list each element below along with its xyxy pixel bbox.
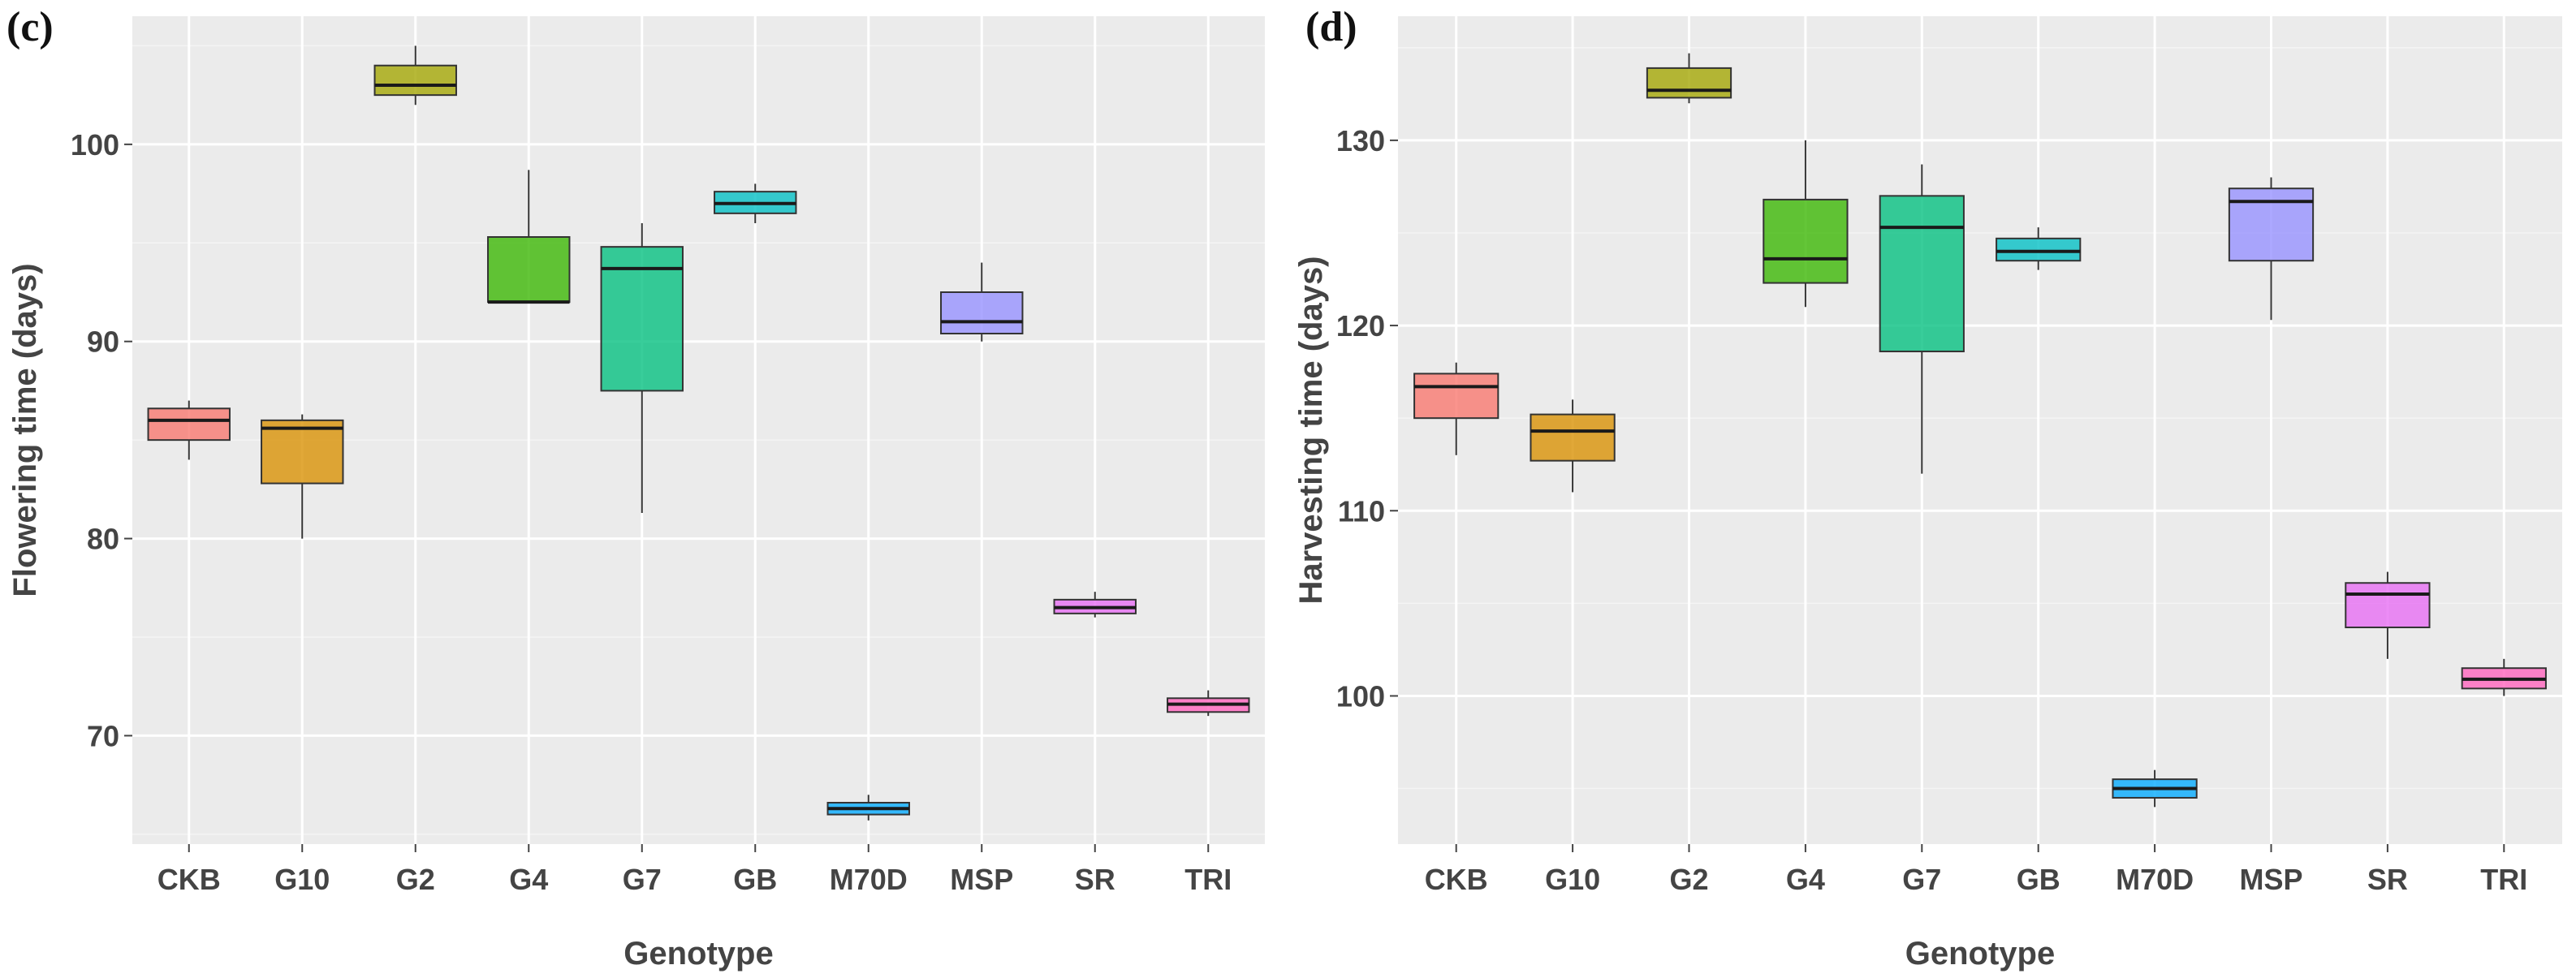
x-tick-label: G10 xyxy=(1545,863,1600,896)
box-g2 xyxy=(1646,53,1732,104)
x-tick-label: GB xyxy=(733,863,777,896)
x-tick-label: G2 xyxy=(1669,863,1708,896)
box-msp xyxy=(2228,177,2315,321)
box-iqr xyxy=(373,64,457,97)
x-tick-label: G7 xyxy=(1902,863,1941,896)
x-axis-title: Genotype xyxy=(1905,936,2055,972)
box-iqr xyxy=(1996,237,2082,262)
box-iqr xyxy=(1879,195,1965,353)
x-tick-label: G4 xyxy=(1786,863,1825,896)
y-tick-label: 80 xyxy=(87,523,119,556)
x-tick-label: G4 xyxy=(509,863,548,896)
box-g10 xyxy=(1530,399,1616,493)
box-iqr xyxy=(487,236,571,304)
x-tick-label: M70D xyxy=(830,863,908,896)
chart-panel-c: 70 80 90 100 CKB G10 G2 G4 G7 GB M70D MSP SR TRI Genot… xyxy=(6,4,1265,972)
box-iqr xyxy=(147,407,231,442)
y-tick-label: 100 xyxy=(1336,679,1385,713)
x-axis-title: Genotype xyxy=(624,936,773,972)
panel-label: (c) xyxy=(6,4,54,50)
box-iqr xyxy=(1530,413,1616,462)
box-gb xyxy=(714,183,797,223)
x-tick-label: GB xyxy=(2017,863,2060,896)
box-g2 xyxy=(373,45,457,106)
x-tick-label: M70D xyxy=(2116,863,2194,896)
box-iqr xyxy=(1646,67,1732,99)
x-tick-label: G7 xyxy=(623,863,662,896)
box-g10 xyxy=(261,414,344,539)
box-g7 xyxy=(1879,164,1965,474)
box-tri xyxy=(2461,658,2547,696)
box-msp xyxy=(940,262,1024,342)
x-tick-label: MSP xyxy=(950,863,1013,896)
box-iqr xyxy=(1763,198,1849,284)
y-axis-title: Harvesting time (days) xyxy=(1293,256,1329,604)
box-g4 xyxy=(487,170,571,304)
box-g4 xyxy=(1763,140,1849,308)
box-m70d xyxy=(2112,769,2198,808)
y-tick-label: 90 xyxy=(87,325,119,359)
box-iqr xyxy=(2228,187,2315,262)
x-tick-label: G2 xyxy=(396,863,435,896)
box-sr xyxy=(1053,592,1137,618)
y-tick-label: 120 xyxy=(1336,309,1385,343)
box-gb xyxy=(1996,227,2082,270)
x-tick-label: SR xyxy=(1075,863,1115,896)
box-iqr xyxy=(2345,582,2431,629)
x-tick-label: CKB xyxy=(157,863,221,896)
x-tick-label: G10 xyxy=(274,863,330,896)
y-tick-label: 110 xyxy=(1338,494,1385,528)
y-tick-label: 130 xyxy=(1336,124,1385,157)
x-tick-label: TRI xyxy=(1184,863,1232,896)
box-sr xyxy=(2345,571,2431,659)
box-iqr xyxy=(600,246,684,392)
y-axis-title: Flowering time (days) xyxy=(7,263,43,597)
y-tick-label: 100 xyxy=(71,128,119,162)
box-ckb xyxy=(147,400,231,460)
x-tick-label: SR xyxy=(2367,863,2408,896)
x-tick-label: MSP xyxy=(2239,863,2302,896)
x-tick-label: CKB xyxy=(1425,863,1488,896)
y-tick-label: 70 xyxy=(87,719,119,752)
box-iqr xyxy=(261,419,344,485)
chart-panel-d: 100 110 120 130 CKB G10 G2 G4 G7 GB M70D MSP SR TRI Ge… xyxy=(1293,4,2562,972)
box-iqr xyxy=(940,291,1024,334)
box-m70d xyxy=(826,795,910,821)
x-tick-label: TRI xyxy=(2480,863,2527,896)
box-g7 xyxy=(600,223,684,513)
panel-label: (d) xyxy=(1305,4,1357,50)
box-ckb xyxy=(1413,362,1499,455)
box-tri xyxy=(1167,690,1250,717)
box-iqr xyxy=(1413,373,1499,420)
